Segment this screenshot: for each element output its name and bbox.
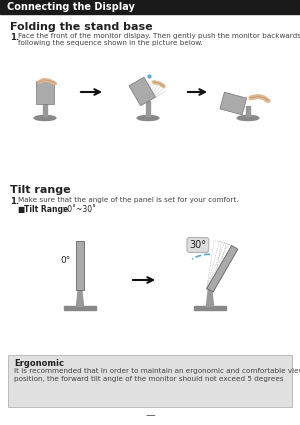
Text: Face the front of the monitor dislpay. Then gently push the monitor backwards,: Face the front of the monitor dislpay. T…	[18, 33, 300, 39]
Polygon shape	[206, 290, 214, 306]
Ellipse shape	[237, 116, 259, 121]
Text: 1.: 1.	[10, 197, 19, 206]
Bar	[36, 81, 54, 104]
Text: Folding the stand base: Folding the stand base	[10, 22, 153, 32]
Polygon shape	[76, 290, 84, 306]
Text: Ergonomic: Ergonomic	[14, 359, 64, 368]
Text: ■: ■	[18, 205, 28, 214]
Text: 0°: 0°	[61, 256, 71, 265]
Polygon shape	[220, 92, 247, 115]
Text: 1.: 1.	[10, 33, 19, 42]
Text: following the sequence shown in the picture below.: following the sequence shown in the pict…	[18, 40, 203, 46]
Bar	[64, 306, 96, 310]
Ellipse shape	[137, 116, 159, 121]
Bar	[43, 102, 47, 116]
Text: : 0˚~30˚: : 0˚~30˚	[60, 205, 96, 214]
Text: It is recommended that in order to maintain an ergonomic and comfortable viewing: It is recommended that in order to maint…	[14, 368, 300, 382]
Polygon shape	[207, 246, 238, 292]
Text: Tilt range: Tilt range	[10, 185, 70, 195]
Bar	[194, 306, 226, 310]
Bar	[146, 102, 150, 116]
Polygon shape	[129, 77, 155, 106]
Text: Make sure that the angle of the panel is set for your comfort.: Make sure that the angle of the panel is…	[18, 197, 239, 203]
Bar	[76, 241, 84, 290]
Bar	[0, 0, 300, 14]
Bar	[8, 355, 292, 407]
Text: 30°: 30°	[189, 240, 206, 250]
Text: Tilt Range: Tilt Range	[24, 205, 68, 214]
Text: —: —	[145, 410, 155, 420]
Bar	[246, 106, 250, 116]
Ellipse shape	[34, 116, 56, 121]
Text: Connecting the Display: Connecting the Display	[7, 2, 135, 12]
